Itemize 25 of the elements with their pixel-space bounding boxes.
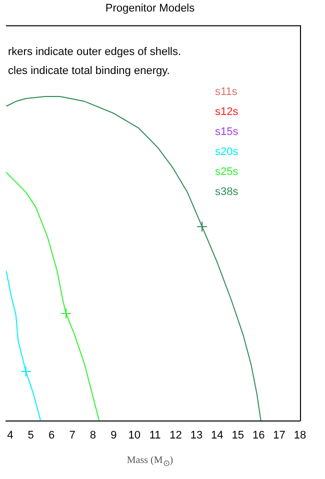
x-tick-label: 14 <box>211 429 224 442</box>
x-tick-label: 6 <box>48 429 55 442</box>
x-axis-title: Mass (M$_{⊙}$) <box>126 455 174 468</box>
x-tick-label: 11 <box>149 429 161 442</box>
x-tick-label: 13 <box>190 429 203 442</box>
x-tick-label: 17 <box>273 429 286 442</box>
text: s20s <box>215 146 239 158</box>
x-tick-label: 16 <box>252 429 265 442</box>
x-tick-label: 4 <box>7 429 14 442</box>
chart-title: Progenitor Models <box>105 2 196 15</box>
text: rkers indicate outer edges of shells. <box>8 46 182 58</box>
legend-label: s15s <box>215 126 239 138</box>
x-tick-label: 15 <box>232 429 244 442</box>
text: cles indicate total binding energy. <box>8 65 170 78</box>
text: s38s <box>215 186 239 198</box>
text: s25s <box>215 166 239 178</box>
legend-label: s11s <box>215 86 238 98</box>
x-tick-label: 12 <box>170 429 182 442</box>
x-tick-label: 7 <box>69 429 76 442</box>
x-tick-label: 5 <box>28 429 34 442</box>
x-tick-label: 8 <box>90 429 96 442</box>
x-tick-label: 18 <box>294 429 306 442</box>
legend-label: s12s <box>215 106 239 118</box>
x-tick-label: 10 <box>128 429 140 442</box>
x-tick-label: 9 <box>110 429 117 442</box>
